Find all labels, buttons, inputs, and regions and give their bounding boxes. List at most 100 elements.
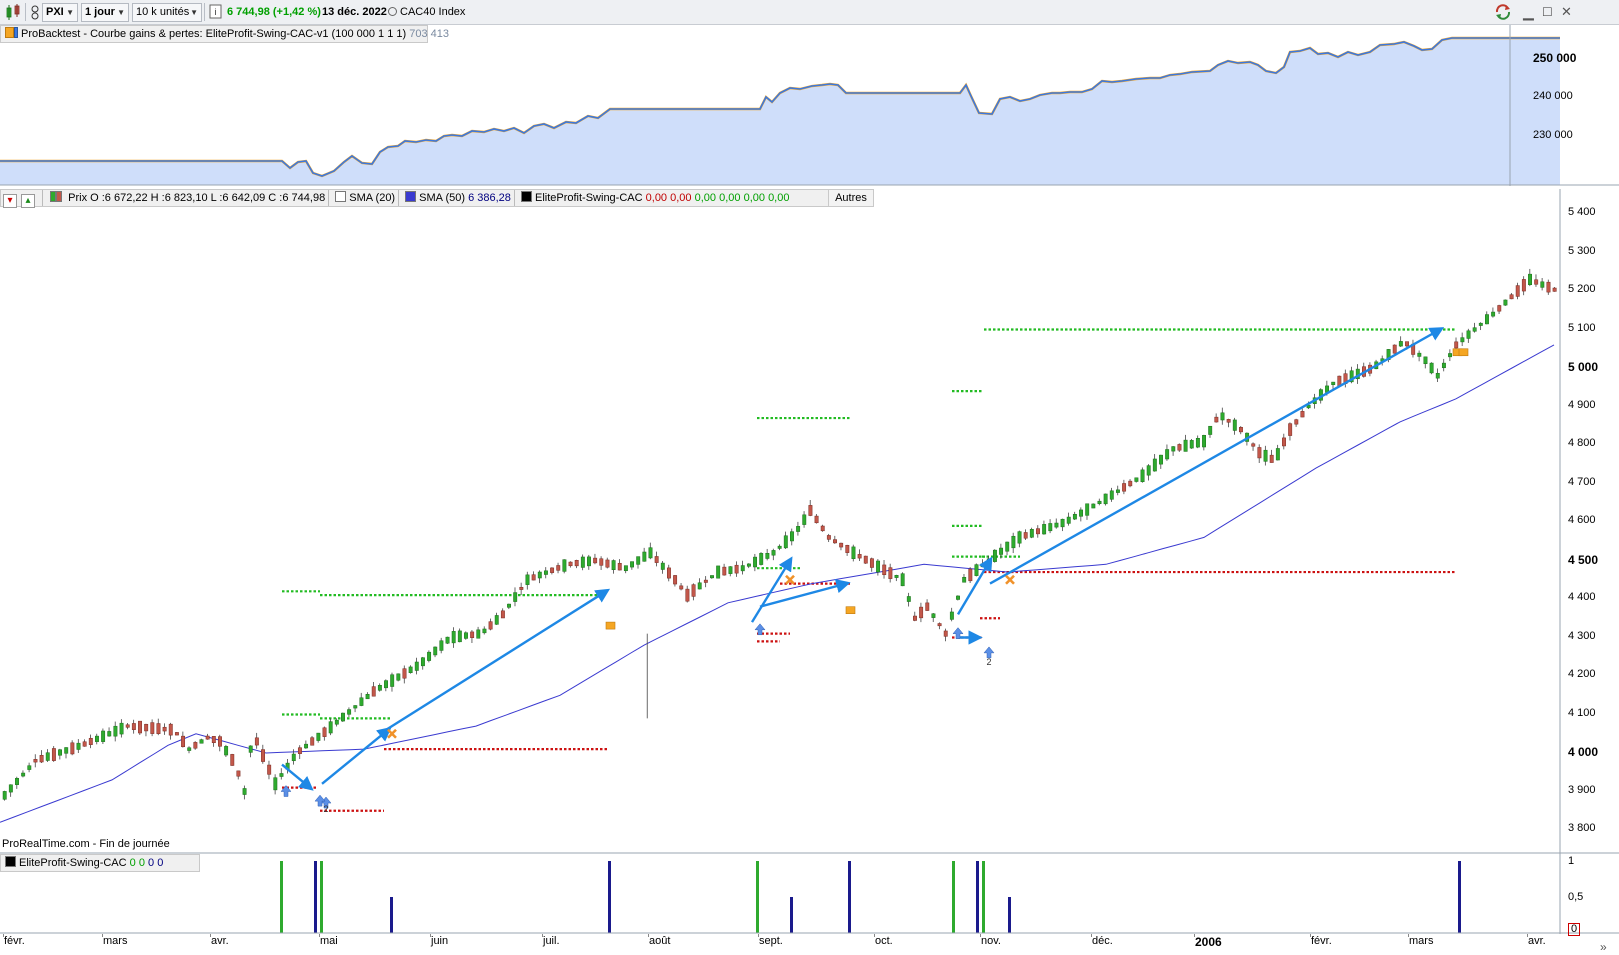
candles: [2, 268, 1557, 801]
period-select[interactable]: 1 jour ▼: [81, 3, 129, 22]
candle-body: [1257, 447, 1262, 459]
candle-body: [1306, 404, 1311, 409]
candle-body: [414, 661, 419, 671]
indicator-panel-legend: EliteProfit-Swing-CAC 0 0 0 0: [0, 854, 200, 872]
refresh-icon[interactable]: [1493, 0, 1513, 24]
candle-body: [654, 556, 659, 563]
trend-arrow: [759, 579, 851, 608]
sell-signal-bar: [1008, 897, 1011, 933]
candle-body: [113, 725, 118, 737]
maximize-icon[interactable]: ☐: [1542, 5, 1553, 19]
candle-body: [543, 570, 548, 575]
collapse-icon[interactable]: ▾: [3, 194, 17, 208]
price-axis-label: 3 800: [1568, 822, 1596, 834]
candle-body: [107, 731, 112, 737]
candle-body: [230, 754, 235, 766]
candle-body: [513, 592, 518, 602]
indicator-chart: [0, 854, 1619, 934]
radio-icon: [388, 7, 397, 16]
candle-body: [833, 539, 837, 544]
ticker-link-icon[interactable]: [28, 0, 42, 24]
x-axis-label: févr.: [4, 935, 25, 947]
candle-body: [1146, 465, 1151, 476]
candle-body: [33, 759, 38, 763]
candle-body: [814, 515, 819, 524]
trend-arrow: [321, 726, 392, 785]
ticker-select[interactable]: PXI ▼: [42, 3, 78, 22]
ohlc-values: O :6 672,22 H :6 823,10 L :6 642,09 C :6…: [90, 192, 326, 204]
candle-body: [187, 747, 192, 751]
info-icon[interactable]: i: [209, 0, 223, 24]
candle-body: [1509, 294, 1514, 300]
candle-body: [992, 549, 997, 562]
price-axis-label: 5 300: [1568, 244, 1596, 257]
candle-body: [297, 747, 302, 754]
candle-body: [623, 565, 628, 572]
candle-body: [691, 584, 696, 597]
minimize-icon[interactable]: ▁: [1523, 4, 1534, 20]
candle-body: [1472, 327, 1477, 332]
candle-body: [1269, 454, 1274, 463]
trend-arrow: [385, 588, 611, 731]
x-axis-label: 2006: [1195, 935, 1222, 949]
buy-signal-bar: [320, 861, 323, 933]
candle-body: [765, 552, 770, 559]
candle-body: [1189, 440, 1194, 449]
data-source-footer: ProRealTime.com - Fin de journée: [2, 838, 170, 850]
sma20-legend[interactable]: SMA (20): [328, 190, 395, 206]
candle-body: [76, 742, 81, 750]
others-button[interactable]: Autres: [828, 189, 874, 207]
candle-body: [919, 606, 924, 619]
candle-body: [88, 737, 93, 745]
candle-body: [943, 630, 948, 637]
price-chart: 2 2: [0, 189, 1619, 854]
equity-line: [0, 37, 1560, 177]
candle-body: [322, 727, 327, 737]
candle-body: [808, 505, 813, 516]
backtest-legend-label: ProBacktest - Courbe gains & pertes: Eli…: [21, 28, 407, 40]
candle-body: [131, 723, 136, 730]
candle-body: [740, 565, 745, 572]
stop-levels: [282, 328, 1455, 812]
candle-body: [1122, 483, 1127, 492]
expand-icon[interactable]: ▴: [21, 194, 35, 208]
candle-body: [968, 568, 973, 582]
price-legend: ▾ ▴ Prix O :6 672,22 H :6 823,10 L :6 642…: [0, 189, 874, 208]
candle-body: [261, 749, 265, 762]
candle-body: [999, 547, 1004, 555]
candle-body: [51, 748, 56, 761]
scroll-right-icon[interactable]: »: [1600, 940, 1607, 954]
exit-signal-icon: [605, 621, 616, 630]
candle-body: [1405, 341, 1409, 347]
sma50-legend[interactable]: SMA (50) 6 386,28: [398, 190, 511, 206]
close-icon[interactable]: ✕: [1561, 4, 1572, 19]
candle-body: [759, 553, 764, 565]
candle-body: [1091, 503, 1096, 509]
candle-body: [1349, 370, 1354, 383]
buy-signal-bar: [982, 861, 985, 933]
price-change: (+1,42 %): [272, 6, 321, 18]
candle-body: [494, 615, 499, 625]
candle-body: [1282, 437, 1286, 447]
indicator-axis-label: 0: [1568, 923, 1581, 936]
candlestick-icon[interactable]: [4, 0, 24, 24]
candle-body: [45, 752, 50, 761]
indicator-swatch-icon: [520, 191, 532, 202]
candle-body: [1441, 362, 1446, 369]
price-axis-label: 3 900: [1568, 783, 1596, 796]
candle-body: [734, 564, 739, 574]
units-select[interactable]: 10 k unités ▼: [132, 3, 202, 22]
candle-body: [267, 764, 272, 775]
candle-body: [722, 566, 727, 576]
candle-body: [1534, 279, 1539, 285]
signals: [280, 348, 1469, 809]
buy-signal-bar: [280, 861, 283, 933]
sma20-swatch-icon: [335, 191, 347, 202]
chevron-down-icon: ▼: [190, 8, 198, 17]
candle-body: [1011, 535, 1016, 549]
last-price: 6 744,98 (+1,42 %): [227, 6, 321, 18]
candle-body: [1417, 352, 1422, 357]
indicator-legend[interactable]: EliteProfit-Swing-CAC 0,00 0,00 0,00 0,0…: [513, 190, 789, 206]
candle-body: [796, 526, 801, 532]
candle-body: [1546, 281, 1551, 293]
